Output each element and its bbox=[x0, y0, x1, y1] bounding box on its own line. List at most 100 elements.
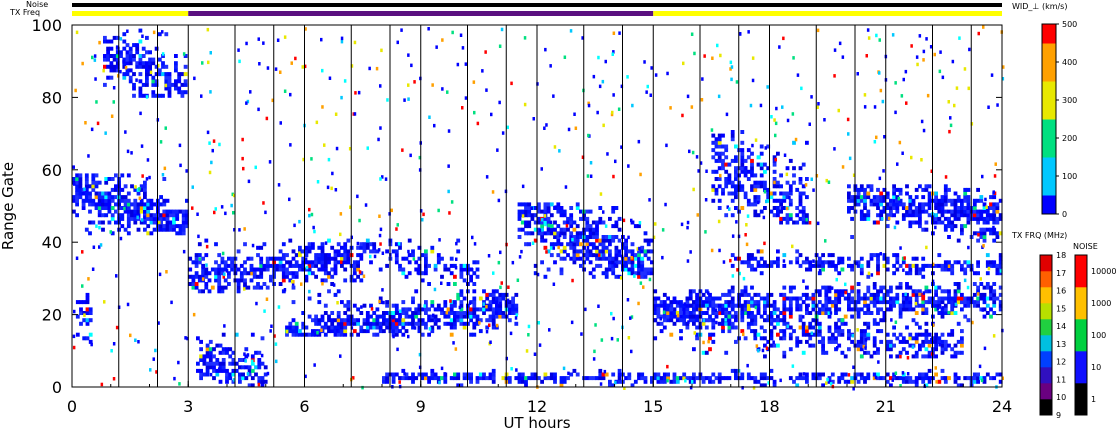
echo-cell bbox=[435, 319, 438, 323]
echo-cell bbox=[533, 227, 538, 232]
echo-cell bbox=[132, 54, 136, 58]
echo-cell bbox=[734, 177, 738, 181]
echo-cell bbox=[139, 220, 144, 225]
echo-cell bbox=[597, 55, 600, 60]
echo-cell bbox=[143, 206, 147, 210]
echo-cell bbox=[165, 220, 170, 225]
echo-cell bbox=[214, 260, 218, 265]
echo-cell bbox=[492, 271, 495, 275]
echo-cell bbox=[676, 313, 680, 318]
echo-cell bbox=[901, 206, 906, 210]
echo-cell bbox=[278, 249, 283, 254]
echo-cell bbox=[711, 296, 716, 301]
echo-cell bbox=[627, 164, 630, 168]
echo-cell bbox=[947, 187, 951, 192]
echo-cell bbox=[759, 173, 764, 178]
echo-cell bbox=[848, 156, 852, 161]
width-colorbar-segment bbox=[1042, 204, 1056, 209]
echo-cell bbox=[800, 86, 803, 91]
echo-cell bbox=[898, 339, 903, 344]
txfreq-colorbar-tick-label: 11 bbox=[1056, 375, 1066, 384]
echo-cell bbox=[750, 263, 754, 268]
echo-cell bbox=[934, 289, 938, 294]
echo-cell bbox=[194, 263, 199, 268]
echo-cell bbox=[230, 256, 234, 261]
echo-cell bbox=[591, 253, 596, 258]
echo-cell bbox=[604, 249, 609, 254]
echo-cell bbox=[436, 253, 441, 258]
echo-cell bbox=[285, 329, 289, 334]
echo-cell bbox=[517, 213, 522, 218]
echo-cell bbox=[943, 195, 948, 200]
echo-cell bbox=[643, 271, 648, 276]
echo-cell bbox=[149, 206, 154, 210]
echo-cell bbox=[204, 282, 209, 286]
echo-cell bbox=[404, 376, 409, 381]
echo-cell bbox=[940, 332, 945, 337]
echo-cell bbox=[498, 303, 503, 308]
echo-cell bbox=[298, 219, 301, 224]
echo-cell bbox=[491, 379, 496, 384]
echo-cell bbox=[310, 212, 314, 217]
echo-cell bbox=[892, 271, 896, 276]
echo-cell bbox=[533, 220, 538, 225]
echo-cell bbox=[335, 146, 339, 151]
echo-cell bbox=[178, 231, 183, 236]
echo-cell bbox=[899, 384, 902, 388]
echo-cell bbox=[662, 379, 667, 384]
echo-cell bbox=[963, 376, 968, 381]
echo-cell bbox=[562, 376, 567, 381]
echo-cell bbox=[243, 271, 247, 276]
echo-cell bbox=[511, 303, 515, 308]
echo-cell bbox=[966, 216, 971, 221]
echo-cell bbox=[459, 33, 463, 37]
echo-cell bbox=[314, 329, 318, 334]
echo-cell bbox=[630, 267, 635, 272]
echo-cell bbox=[114, 184, 118, 189]
echo-cell bbox=[612, 174, 615, 179]
echo-cell bbox=[763, 303, 767, 308]
echo-cell bbox=[637, 274, 641, 279]
echo-cell bbox=[327, 260, 331, 265]
echo-cell bbox=[430, 318, 435, 323]
echo-cell bbox=[769, 314, 774, 319]
echo-cell bbox=[630, 218, 633, 223]
echo-cell bbox=[795, 307, 800, 312]
echo-cell bbox=[132, 72, 136, 77]
echo-cell bbox=[333, 253, 338, 258]
echo-cell bbox=[756, 184, 761, 189]
echo-cell bbox=[943, 198, 948, 203]
echo-cell bbox=[88, 231, 92, 236]
echo-cell bbox=[833, 147, 836, 151]
echo-cell bbox=[666, 376, 670, 381]
echo-cell bbox=[394, 256, 399, 261]
echo-cell bbox=[776, 184, 780, 189]
echo-cell bbox=[75, 314, 80, 319]
echo-cell bbox=[278, 256, 283, 261]
echo-cell bbox=[516, 278, 520, 282]
echo-cell bbox=[231, 368, 236, 373]
echo-cell bbox=[472, 80, 476, 84]
echo-cell bbox=[170, 82, 175, 87]
echo-cell bbox=[714, 151, 719, 156]
echo-cell bbox=[220, 205, 224, 209]
echo-cell bbox=[571, 237, 574, 242]
echo-cell bbox=[943, 339, 948, 344]
echo-cell bbox=[876, 220, 880, 225]
echo-cell bbox=[311, 242, 315, 247]
echo-cell bbox=[612, 31, 616, 35]
echo-cell bbox=[879, 339, 884, 344]
echo-cell bbox=[876, 206, 880, 210]
echo-cell bbox=[833, 74, 836, 78]
echo-cell bbox=[139, 202, 144, 207]
echo-cell bbox=[817, 300, 822, 305]
echo-cell bbox=[449, 318, 454, 323]
echo-cell bbox=[795, 220, 800, 225]
echo-cell bbox=[889, 343, 893, 348]
echo-cell bbox=[356, 318, 360, 323]
echo-cell bbox=[750, 256, 754, 261]
echo-cell bbox=[892, 303, 896, 308]
echo-cell bbox=[232, 193, 236, 198]
echo-cell bbox=[859, 198, 864, 203]
echo-cell bbox=[321, 105, 324, 109]
